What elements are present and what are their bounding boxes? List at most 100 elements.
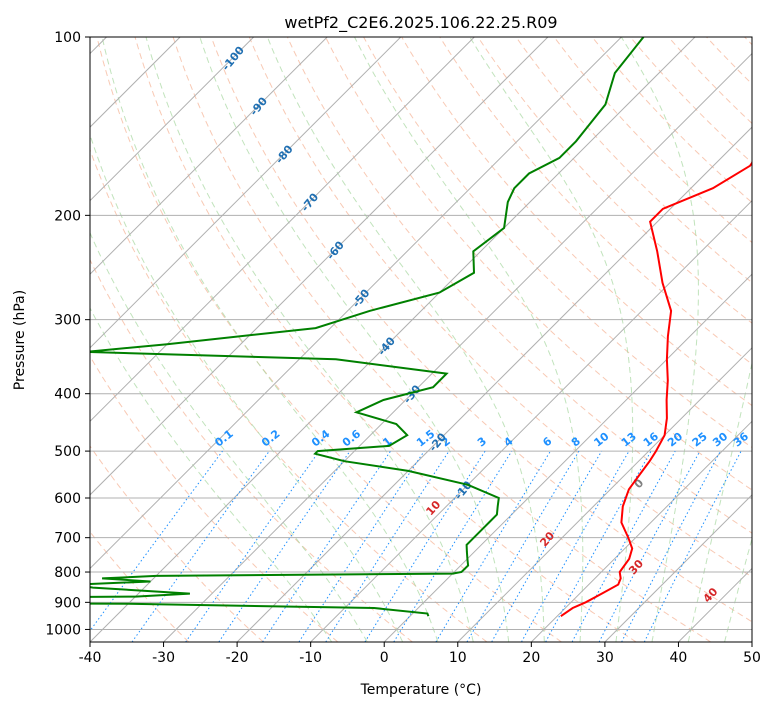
- isotherm-line: [90, 37, 549, 496]
- y-tick-label: 100: [54, 30, 81, 46]
- mixing-ratio-label: 0.1: [212, 427, 235, 449]
- moist-adiabat-line: [354, 37, 584, 642]
- dry-adiabat-line: [90, 531, 190, 642]
- moist-adiabat-line: [90, 307, 333, 642]
- mixing-ratio-line: [521, 450, 630, 642]
- mixing-ratio-label: 36: [731, 430, 751, 450]
- y-axis-label: Pressure (hPa): [12, 290, 28, 390]
- temperature-profile-line: [560, 161, 752, 618]
- moist-adiabat-line: [145, 37, 474, 642]
- dry-adiabat-line: [668, 37, 752, 125]
- mixing-ratio-line: [598, 450, 701, 642]
- mixing-ratio-label: 0.2: [259, 427, 282, 449]
- x-tick-label: 30: [596, 650, 614, 666]
- moist-adiabat-line: [687, 360, 752, 642]
- mixing-ratio-label: 8: [569, 435, 583, 450]
- y-tick-label: 800: [54, 565, 81, 581]
- mixing-ratio-line: [393, 450, 513, 642]
- dry-adiabat-label: -40: [375, 334, 398, 358]
- mixing-ratio-line: [435, 450, 551, 642]
- x-tick-label: 0: [380, 650, 389, 666]
- dry-adiabat-label: -70: [299, 190, 322, 214]
- dry-adiabat-line: [90, 445, 264, 642]
- isotherm-line: [678, 567, 752, 642]
- dry-adiabat-label: -90: [247, 94, 270, 118]
- dry-adiabat-line: [629, 37, 752, 164]
- mixing-ratio-line: [466, 450, 580, 642]
- dry-adiabat-label: -60: [324, 238, 347, 262]
- x-tick-label: -40: [79, 650, 102, 666]
- dry-adiabat-line: [744, 37, 752, 46]
- mixing-ratio-label: 10: [592, 430, 612, 450]
- mixing-ratio-label: 13: [619, 430, 639, 450]
- dry-adiabat-line: [325, 37, 752, 491]
- y-tick-label: 900: [54, 595, 81, 611]
- x-axis-label: Temperature (°C): [360, 682, 482, 698]
- dry-adiabat-line: [591, 37, 752, 204]
- mixing-ratio-line: [218, 450, 351, 642]
- mixing-ratio-line: [262, 450, 391, 642]
- mixing-ratio-line: [185, 450, 320, 642]
- moist-adiabat-line: [199, 37, 510, 642]
- isotherm-line: [530, 420, 752, 642]
- mixing-ratio-line: [298, 450, 425, 642]
- mixing-ratio-line: [325, 450, 450, 642]
- chart-title: wetPf2_C2E6.2025.106.22.25.R09: [284, 13, 557, 33]
- dry-adiabat-line: [90, 258, 413, 642]
- dry-adiabat-line: [286, 37, 752, 534]
- mixing-ratio-label: 25: [690, 430, 710, 450]
- isotherm-line: [90, 37, 402, 349]
- plot-area: [90, 37, 752, 642]
- isotherm-line: [90, 37, 475, 423]
- mixing-ratio-label: 20: [665, 430, 685, 450]
- dry-adiabat-line: [515, 37, 752, 284]
- moist-adiabat-label: 20: [537, 529, 557, 549]
- moist-adiabat-line: [469, 37, 634, 642]
- isotherm-line: [90, 37, 696, 642]
- isotherm-line: [236, 126, 752, 642]
- moist-adiabat-line: [724, 536, 752, 642]
- isotherm-line: [163, 52, 752, 642]
- dry-adiabat-line: [210, 37, 752, 623]
- moist-adiabat-line: [90, 133, 404, 642]
- x-tick-label: 20: [522, 650, 540, 666]
- y-tick-label: 600: [54, 491, 81, 507]
- isotherm-line: [90, 37, 255, 202]
- moist-adiabat-line: [101, 37, 439, 642]
- y-tick-label: 1000: [45, 622, 81, 638]
- mixing-ratio-label: 0.4: [309, 427, 333, 449]
- dry-adiabat-line: [134, 37, 637, 642]
- y-tick-label: 700: [54, 531, 81, 547]
- y-tick-label: 200: [54, 208, 81, 224]
- dry-adiabat-line: [706, 37, 752, 85]
- moist-adiabat-line: [90, 231, 368, 642]
- isotherm-line: [457, 347, 752, 642]
- isotherm-line: [383, 273, 752, 642]
- x-tick-label: 50: [743, 650, 761, 666]
- y-tick-label: 400: [54, 387, 81, 403]
- isotherm-line: [90, 37, 622, 570]
- y-tick-label: 500: [54, 444, 81, 460]
- isotherm-line: [90, 37, 328, 275]
- x-tick-label: -10: [299, 650, 322, 666]
- mixing-ratio-label: 4: [502, 434, 516, 449]
- axes: -40 -30 -20 -10 0 10 20 30 40 5010020030040050060…: [45, 30, 761, 666]
- plot-frame: [89, 36, 753, 643]
- x-tick-label: -30: [152, 650, 175, 666]
- mixing-ratio-line: [571, 450, 676, 642]
- x-tick-label: 40: [670, 650, 688, 666]
- dry-adiabat-label: -50: [350, 286, 373, 310]
- moist-adiabat-line: [266, 37, 545, 642]
- isotherm-line: [751, 641, 752, 642]
- x-tick-label: -20: [226, 650, 249, 666]
- moist-adiabat-line: [620, 37, 699, 642]
- y-tick-label: 300: [54, 313, 81, 329]
- dry-adiabat-line: [96, 37, 562, 642]
- dry-adiabat-line: [248, 37, 752, 578]
- dry-adiabat-line: [439, 37, 752, 365]
- mixing-ratio-label: 3: [475, 435, 489, 450]
- mixing-ratio-line: [131, 450, 270, 642]
- dry-adiabat-label: -80: [273, 142, 296, 166]
- mixing-ratio-label: 6: [540, 434, 554, 449]
